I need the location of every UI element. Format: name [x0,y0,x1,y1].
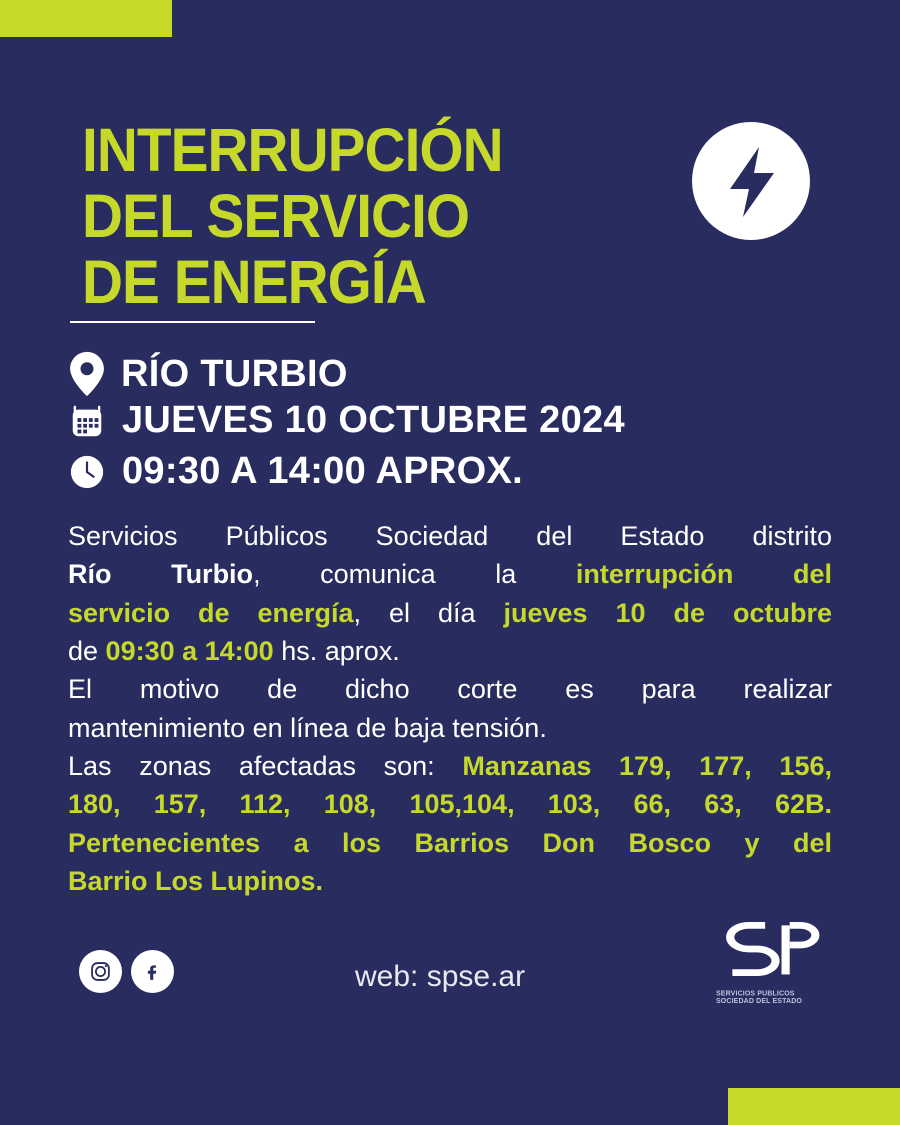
svg-text:SOCIEDAD DEL ESTADO: SOCIEDAD DEL ESTADO [716,998,802,1005]
svg-text:SERVICIOS PUBLICOS: SERVICIOS PUBLICOS [716,990,795,997]
